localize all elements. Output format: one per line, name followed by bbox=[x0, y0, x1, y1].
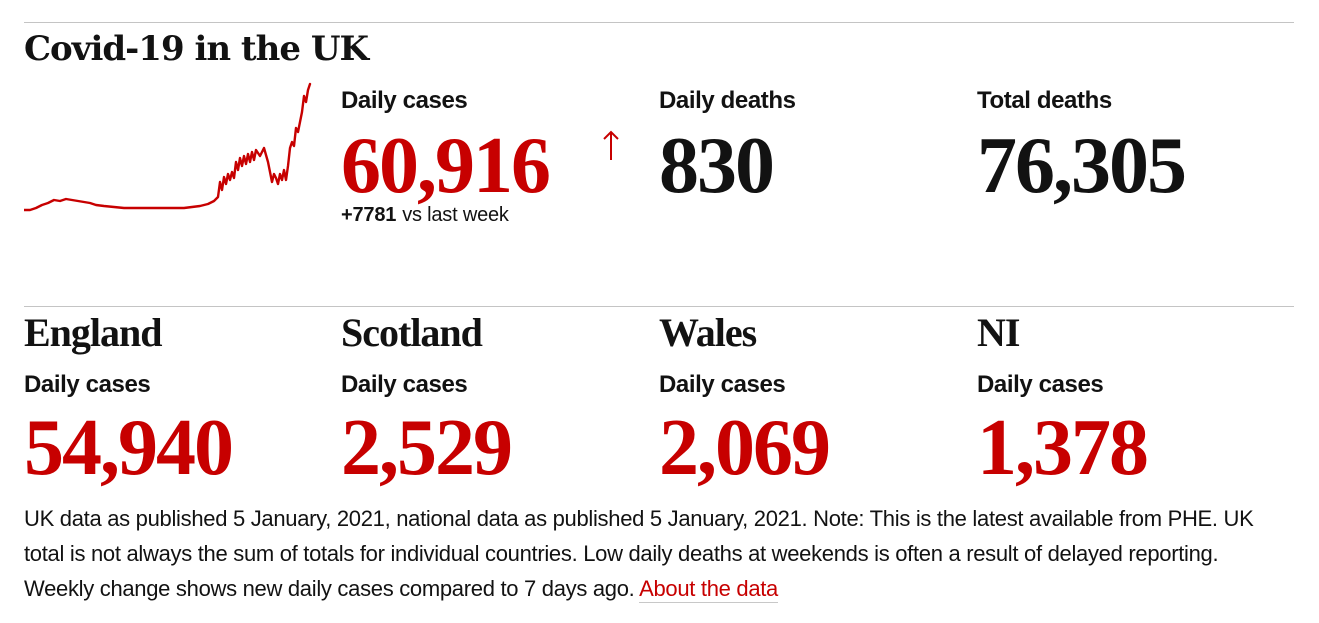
region-england: England Daily cases 54,940 bbox=[24, 308, 234, 492]
region-daily-cases-value: 54,940 bbox=[24, 404, 234, 492]
region-daily-cases-label: Daily cases bbox=[341, 371, 468, 398]
region-daily-cases-label: Daily cases bbox=[977, 371, 1104, 398]
data-note-text: UK data as published 5 January, 2021, na… bbox=[24, 506, 1254, 601]
weekly-change-value: +7781 bbox=[341, 204, 397, 226]
region-daily-cases-label: Daily cases bbox=[24, 371, 151, 398]
up-arrow-icon bbox=[603, 130, 619, 160]
middle-rule bbox=[24, 306, 1294, 307]
region-ni: NI Daily cases 1,378 bbox=[977, 308, 1149, 492]
uk-daily-deaths-label: Daily deaths bbox=[659, 87, 796, 114]
uk-total-deaths-label: Total deaths bbox=[977, 87, 1112, 114]
region-daily-cases-label: Daily cases bbox=[659, 371, 786, 398]
sparkline-line bbox=[24, 82, 312, 212]
region-scotland: Scotland Daily cases 2,529 bbox=[341, 308, 513, 492]
region-daily-cases-value: 2,069 bbox=[659, 404, 831, 492]
top-rule bbox=[24, 22, 1294, 23]
region-wales: Wales Daily cases 2,069 bbox=[659, 308, 831, 492]
uk-daily-cases: Daily cases 60,916 +7781 vs last week bbox=[341, 86, 619, 226]
uk-total-deaths-value: 76,305 bbox=[977, 122, 1187, 210]
region-name: Scotland bbox=[341, 310, 483, 355]
region-name: NI bbox=[977, 310, 1020, 355]
uk-daily-deaths-value: 830 bbox=[659, 122, 775, 210]
uk-daily-deaths: Daily deaths 830 bbox=[659, 86, 796, 206]
daily-cases-sparkline bbox=[24, 82, 312, 212]
region-name: Wales bbox=[659, 310, 757, 355]
data-note: UK data as published 5 January, 2021, na… bbox=[24, 501, 1292, 606]
uk-daily-cases-label: Daily cases bbox=[341, 87, 468, 114]
uk-daily-cases-value: 60,916 bbox=[341, 122, 551, 210]
uk-total-deaths: Total deaths 76,305 bbox=[977, 86, 1187, 210]
region-daily-cases-value: 1,378 bbox=[977, 404, 1149, 492]
region-daily-cases-value: 2,529 bbox=[341, 404, 513, 492]
weekly-change: +7781 vs last week bbox=[341, 204, 509, 227]
weekly-change-suffix: vs last week bbox=[402, 204, 509, 226]
page-title: Covid-19 in the UK bbox=[24, 29, 369, 69]
region-name: England bbox=[24, 310, 163, 355]
about-the-data-link[interactable]: About the data bbox=[639, 576, 778, 603]
